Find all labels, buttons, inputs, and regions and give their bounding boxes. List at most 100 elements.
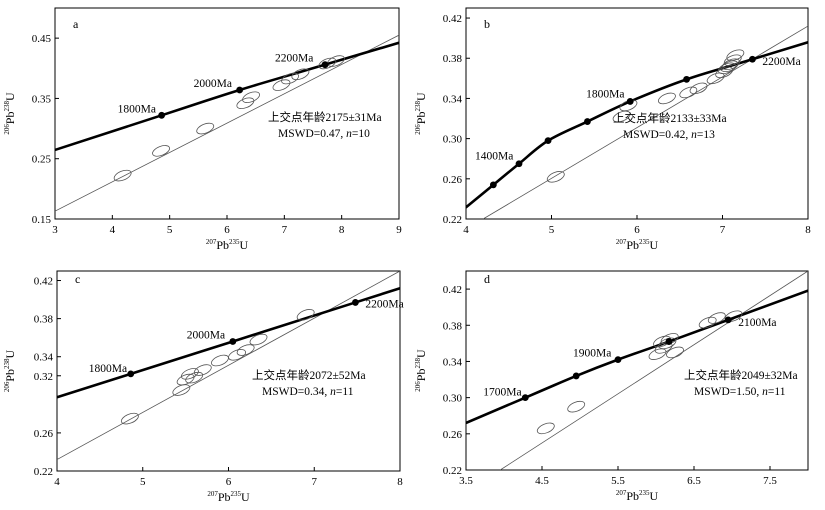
- concordia-age-point: [683, 75, 690, 83]
- plot-frame: [465, 270, 809, 471]
- error-ellipse: [567, 400, 586, 413]
- concordia-age-point: [352, 299, 359, 306]
- y-tick-label: 0.38: [34, 314, 54, 326]
- error-ellipse: [689, 82, 708, 95]
- error-ellipse: [120, 412, 139, 425]
- concordia-age-point: [572, 372, 580, 380]
- x-tick-label: 6: [226, 476, 232, 488]
- error-ellipse: [272, 79, 291, 91]
- x-tick-label: 4: [54, 476, 60, 488]
- y-tick-label: 0.42: [443, 13, 462, 25]
- plot-area: [466, 271, 808, 470]
- concordia-curve: [57, 286, 400, 399]
- panel-a: 3 4 5 6 7 8 9 0.15 0.25 0.35 0.45 207Pb235U 206Pb238…: [3, 7, 402, 252]
- x-tick-label: 7: [312, 476, 318, 488]
- mswd-label: MSWD=0.42, n=13: [623, 129, 715, 141]
- concordia-age-point: [521, 394, 529, 402]
- panel-letter: d: [484, 272, 490, 286]
- plot-area: [55, 34, 399, 212]
- concordia-age-point: [127, 370, 135, 378]
- concordia-curve: [466, 40, 808, 210]
- error-ellipse: [236, 344, 255, 356]
- panel-letter: a: [73, 17, 79, 31]
- x-axis-title: 207Pb235U: [616, 238, 659, 252]
- x-axis-title: 207Pb235U: [616, 489, 659, 503]
- error-ellipse: [291, 68, 310, 81]
- error-ellipse: [658, 92, 676, 105]
- error-ellipse: [296, 309, 315, 321]
- error-ellipse: [249, 333, 268, 346]
- concordia-age-point: [626, 98, 634, 105]
- concordia-age-label: 1800Ma: [118, 103, 156, 115]
- panel-c: 4 5 6 7 8 0.22 0.26 0.32 0.34 0.38 0.42 207Pb235U 20…: [3, 270, 404, 504]
- discordia-line: [499, 271, 808, 470]
- error-ellipse: [236, 97, 255, 110]
- error-ellipse: [546, 171, 565, 183]
- concordia-age-label: 1400Ma: [475, 151, 513, 163]
- y-axis-title: 206Pb238U: [3, 349, 17, 392]
- y-tick-label: 0.25: [32, 154, 52, 166]
- x-tick-label: 4: [110, 224, 116, 236]
- concordia-age-label: 2200Ma: [365, 298, 403, 310]
- concordia-age-label: 2000Ma: [194, 78, 232, 90]
- intercept-age-label: 上交点年龄2049±32Ma: [684, 368, 798, 382]
- concordia-age-point: [321, 61, 329, 69]
- mswd-label: MSWD=1.50, n=11: [694, 386, 786, 398]
- x-tick-label: 7.5: [763, 475, 777, 487]
- error-ellipse: [196, 122, 215, 135]
- intercept-age-label: 上交点年龄2072±52Ma: [252, 368, 366, 382]
- concordia-age-point: [489, 181, 497, 189]
- error-ellipse: [193, 364, 212, 376]
- y-axis-title: 206Pb238U: [3, 92, 17, 135]
- mswd-label: MSWD=0.34, n=11: [262, 386, 354, 398]
- y-tick-label: 0.32: [34, 371, 53, 383]
- concordia-age-label: 1700Ma: [483, 387, 521, 399]
- error-ellipse: [722, 58, 740, 71]
- error-ellipse: [180, 368, 199, 380]
- error-ellipse: [318, 57, 337, 70]
- x-axis-title: 207Pb235U: [207, 490, 250, 504]
- x-tick-label: 8: [397, 476, 403, 488]
- error-ellipse: [666, 346, 684, 359]
- y-tick-label: 0.22: [34, 466, 53, 478]
- concordia-age-point: [229, 338, 237, 345]
- y-tick-label: 0.30: [443, 134, 463, 146]
- x-tick-label: 8: [339, 224, 345, 236]
- x-tick-label: 9: [396, 224, 402, 236]
- error-ellipse: [185, 371, 204, 384]
- discordia-line: [55, 34, 399, 212]
- discordia-line: [57, 271, 400, 460]
- plot-area: [57, 271, 400, 460]
- error-ellipse: [281, 72, 299, 85]
- concordia-age-point: [236, 86, 244, 94]
- y-tick-label: 0.34: [34, 352, 54, 364]
- y-tick-label: 0.26: [443, 174, 463, 186]
- y-tick-label: 0.35: [32, 93, 52, 105]
- concordia-age-point: [724, 316, 732, 324]
- error-ellipse: [717, 62, 736, 75]
- y-tick-label: 0.22: [443, 214, 462, 226]
- error-ellipse: [172, 384, 191, 396]
- x-tick-label: 7: [282, 224, 288, 236]
- concordia-age-point: [665, 338, 673, 345]
- x-tick-label: 6: [634, 224, 640, 236]
- concordia-age-point: [584, 118, 591, 125]
- panel-d: 3.5 4.5 5.5 6.5 7.5 0.22 0.26 0.30 0.34 0.38 0.42 2…: [414, 270, 809, 503]
- error-ellipse: [176, 373, 195, 386]
- y-tick-label: 0.34: [443, 356, 463, 368]
- x-tick-label: 3.5: [459, 475, 473, 487]
- y-tick-label: 0.38: [443, 320, 463, 332]
- concordia-age-point: [544, 137, 552, 145]
- error-ellipse: [648, 348, 667, 360]
- error-ellipse: [707, 312, 726, 324]
- y-tick-label: 0.30: [443, 393, 463, 405]
- panel-letter: c: [75, 272, 80, 286]
- error-ellipse: [113, 169, 132, 182]
- concordia-age-label: 1800Ma: [89, 363, 127, 375]
- error-ellipse: [653, 335, 671, 348]
- error-ellipse: [228, 349, 246, 361]
- concordia-age-point: [749, 55, 756, 63]
- x-tick-label: 4: [463, 224, 469, 236]
- error-ellipse: [612, 110, 631, 123]
- intercept-age-label: 上交点年龄2175±31Ma: [268, 110, 382, 124]
